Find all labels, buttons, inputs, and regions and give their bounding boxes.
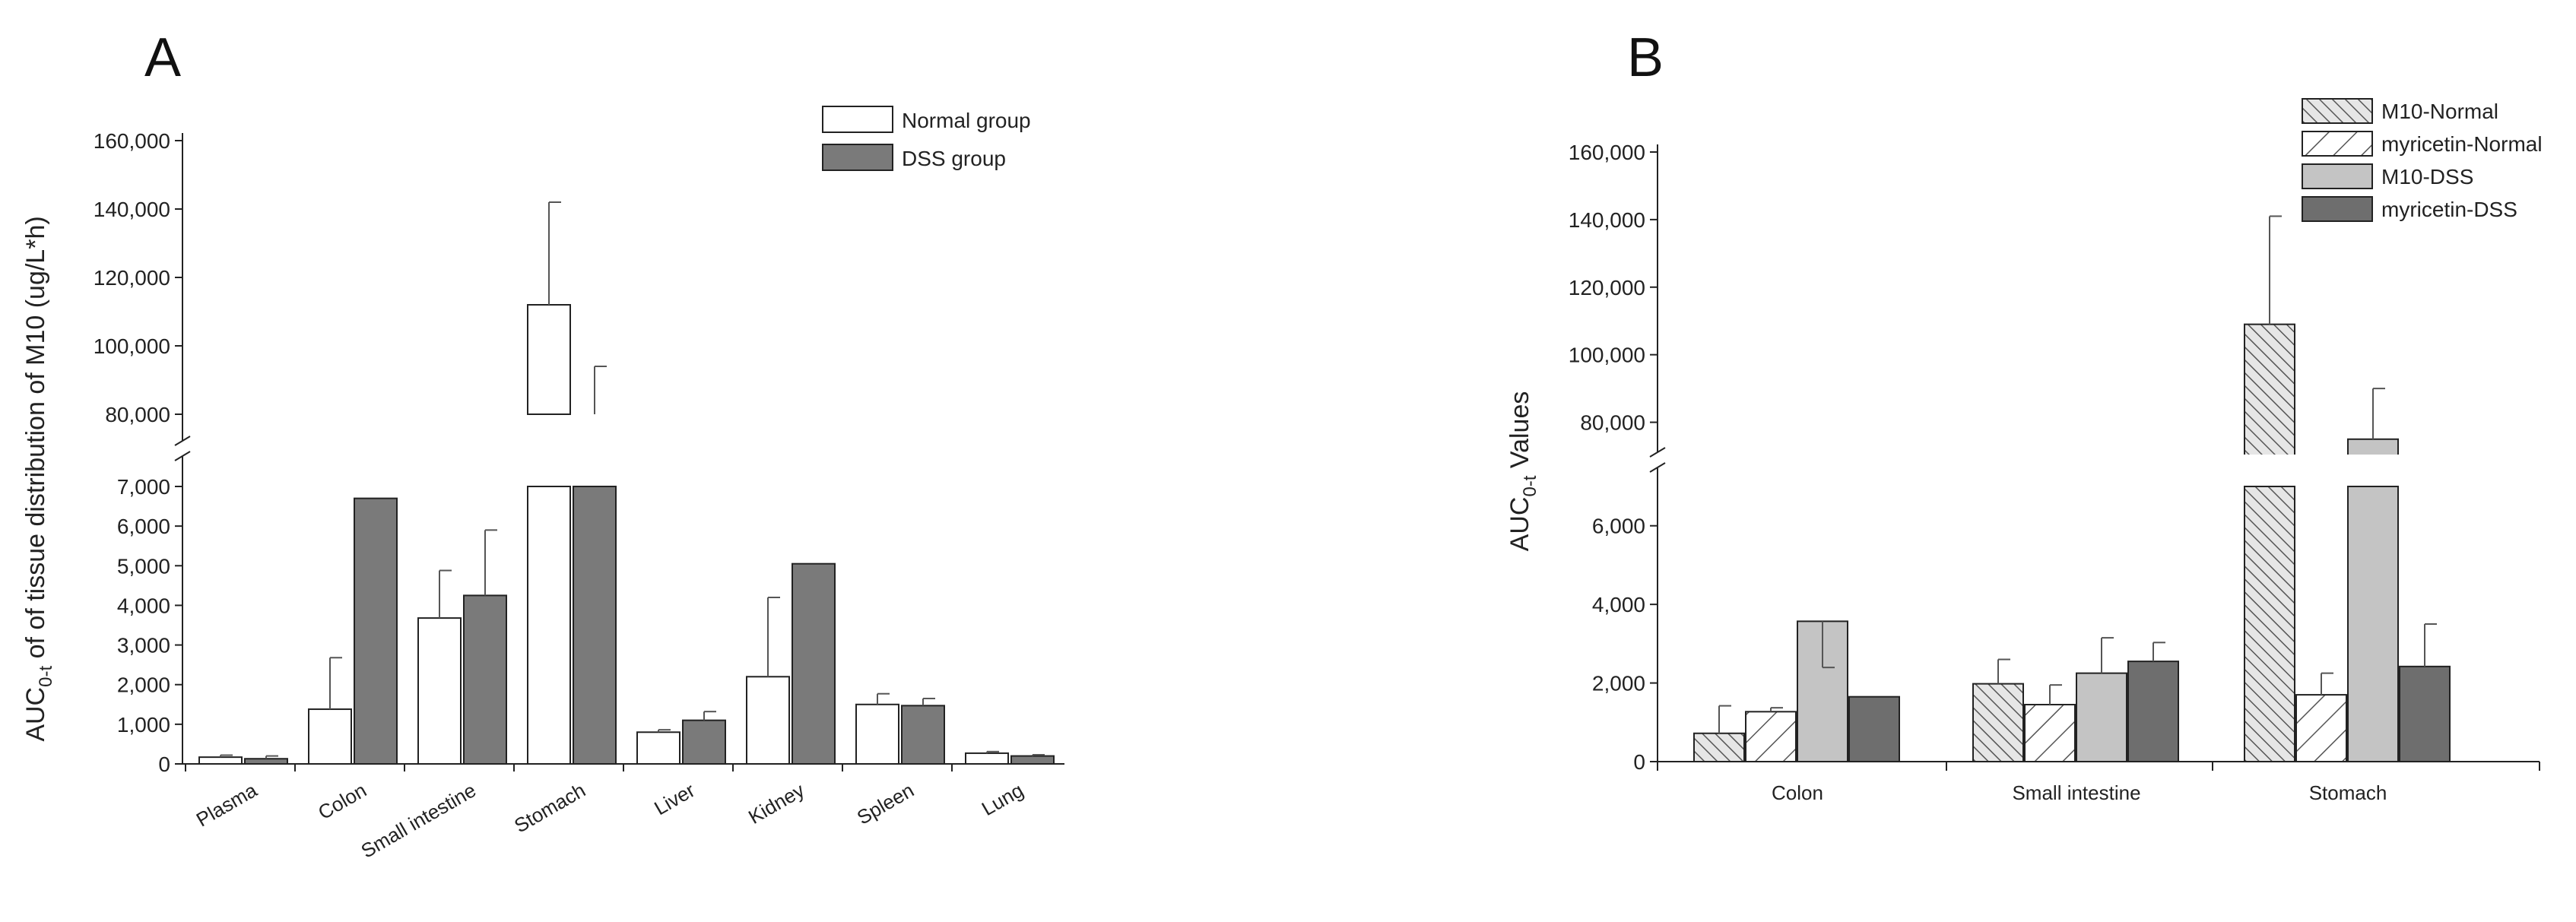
panel-a-ylabel-rest: of of tissue distribution of M10 (ug/L*h… <box>21 216 50 666</box>
bar-m10-normal-small-intestine <box>1972 683 2024 762</box>
bar-myricetin-dss-stomach <box>2399 665 2451 763</box>
y-tick-label: 120,000 <box>1569 276 1645 299</box>
bar-normal-group-spleen <box>855 703 899 765</box>
axis-break-mark <box>1649 462 1666 473</box>
legend-swatch-normal-group <box>822 106 893 133</box>
panel-a-label: A <box>144 27 181 88</box>
y-tick-label: 140,000 <box>94 198 170 221</box>
legend-swatch-m10-dss <box>2302 163 2373 189</box>
axis-break-mark <box>174 436 191 446</box>
y-tick-label: 140,000 <box>1569 208 1645 232</box>
y-tick-label: 100,000 <box>94 334 170 358</box>
bar-m10-dss-small-intestine <box>2076 672 2127 763</box>
panel-b-label: B <box>1627 27 1664 88</box>
bar-normal-group-small-intestine <box>417 617 462 765</box>
panel-b-plot: 0 2,000 4,000 6,000 80,000 100,000 120,000 140,… <box>1569 98 2544 804</box>
panel-b: B AUC0-t Values 0 2,000 4,000 6,000 80,000 10… <box>1505 27 2544 804</box>
bar-lower-m10-dss-stomach <box>2347 486 2399 762</box>
bar-myricetin-normal-colon <box>1745 711 1797 763</box>
panel-b-ylabel-prefix: AUC <box>1505 497 1534 552</box>
y-tick-label: 7,000 <box>117 475 170 499</box>
bar-myricetin-normal-stomach <box>2295 694 2347 762</box>
panel-a-plot: 0 1,000 2,000 3,000 4,000 5,000 6,000 7,000 80,0… <box>94 106 1069 863</box>
bar-dss-group-spleen <box>901 705 945 765</box>
y-tick-label: 160,000 <box>1569 141 1645 164</box>
bar-normal-group-lung <box>965 752 1009 765</box>
legend-label-m10-dss: M10-DSS <box>2381 165 2473 189</box>
x-tick-label-stomach: Stomach <box>510 778 589 837</box>
panel-a: A AUC0-t of of tissue distribution of M1… <box>21 27 1069 863</box>
bar-normal-group-colon <box>308 708 352 765</box>
bar-dss-group-liver <box>682 719 726 765</box>
bar-upper-normal-group-stomach <box>527 304 571 415</box>
bar-normal-group-plasma <box>198 756 243 765</box>
x-tick-label-spleen: Spleen <box>853 778 918 829</box>
x-tick-label-colon: Colon <box>314 778 370 824</box>
bar-upper-m10-normal-stomach <box>2244 323 2295 457</box>
x-tick-label-plasma: Plasma <box>192 778 262 832</box>
legend-label-normal-group: Normal group <box>902 109 1031 132</box>
axis-break-band <box>1653 455 2544 465</box>
y-tick-label: 80,000 <box>105 403 170 426</box>
bar-dss-group-kidney <box>792 562 836 765</box>
y-tick-label: 0 <box>1633 750 1645 774</box>
y-tick-label: 2,000 <box>1592 672 1645 695</box>
y-tick-label: 80,000 <box>1580 411 1645 435</box>
panel-a-ylabel-sub: 0-t <box>36 666 56 687</box>
panel-a-ylabel-prefix: AUC <box>21 687 50 742</box>
y-tick-label: 4,000 <box>1592 593 1645 616</box>
legend-swatch-myricetin-dss <box>2302 196 2373 222</box>
y-tick-label: 5,000 <box>117 554 170 578</box>
x-tick-label-lung: Lung <box>978 778 1027 820</box>
x-tick-label-small-intestine: Small intestine <box>357 778 480 863</box>
bar-myricetin-dss-small-intestine <box>2127 661 2179 763</box>
x-tick-label-liver: Liver <box>650 778 699 819</box>
bar-dss-group-colon <box>354 497 398 765</box>
bar-normal-group-liver <box>636 731 680 765</box>
bar-myricetin-dss-colon <box>1848 695 1900 763</box>
y-tick-label: 100,000 <box>1569 344 1645 367</box>
panel-a-y-axis-title: AUC0-t of of tissue distribution of M10 … <box>21 216 56 741</box>
bar-lower-dss-group-stomach <box>573 486 617 765</box>
bar-normal-group-kidney <box>746 676 790 765</box>
legend-swatch-myricetin-normal <box>2302 131 2373 157</box>
y-tick-label: 3,000 <box>117 634 170 657</box>
bar-lower-m10-normal-stomach <box>2244 486 2295 762</box>
axis-break-mark <box>174 451 191 461</box>
legend-swatch-dss-group <box>822 144 893 171</box>
x-tick-label-kidney: Kidney <box>744 778 808 829</box>
legend-label-myricetin-normal: myricetin-Normal <box>2381 132 2543 156</box>
y-tick-label: 120,000 <box>94 266 170 290</box>
y-tick-label: 2,000 <box>117 673 170 697</box>
bar-m10-normal-colon <box>1693 732 1745 762</box>
bar-dss-group-lung <box>1010 755 1055 765</box>
panel-b-ylabel-sub: 0-t <box>1520 475 1540 496</box>
y-tick-label: 6,000 <box>1592 515 1645 538</box>
panel-b-ylabel-rest: Values <box>1505 391 1534 476</box>
legend-label-dss-group: DSS group <box>902 147 1006 170</box>
bar-dss-group-plasma <box>244 758 288 765</box>
y-tick-label: 1,000 <box>117 713 170 737</box>
x-tick-label-colon: Colon <box>1772 781 1823 804</box>
y-tick-label: 160,000 <box>94 129 170 153</box>
x-tick-label-small-intestine: Small intestine <box>2012 781 2140 804</box>
bar-upper-m10-dss-stomach <box>2347 438 2399 457</box>
y-tick-label: 4,000 <box>117 594 170 617</box>
bar-lower-normal-group-stomach <box>527 486 571 765</box>
legend-label-m10-normal: M10-Normal <box>2381 100 2498 123</box>
x-tick-label-stomach: Stomach <box>2309 781 2387 804</box>
y-tick-label: 0 <box>158 752 170 776</box>
axis-break-band <box>178 443 1069 454</box>
bar-dss-group-small-intestine <box>463 594 507 765</box>
panel-b-y-axis-title: AUC0-t Values <box>1505 391 1540 552</box>
axis-break-mark <box>1649 447 1666 458</box>
legend-label-myricetin-dss: myricetin-DSS <box>2381 198 2517 221</box>
bar-myricetin-normal-small-intestine <box>2024 704 2076 762</box>
y-tick-label: 6,000 <box>117 515 170 538</box>
legend-swatch-m10-normal <box>2302 98 2373 124</box>
